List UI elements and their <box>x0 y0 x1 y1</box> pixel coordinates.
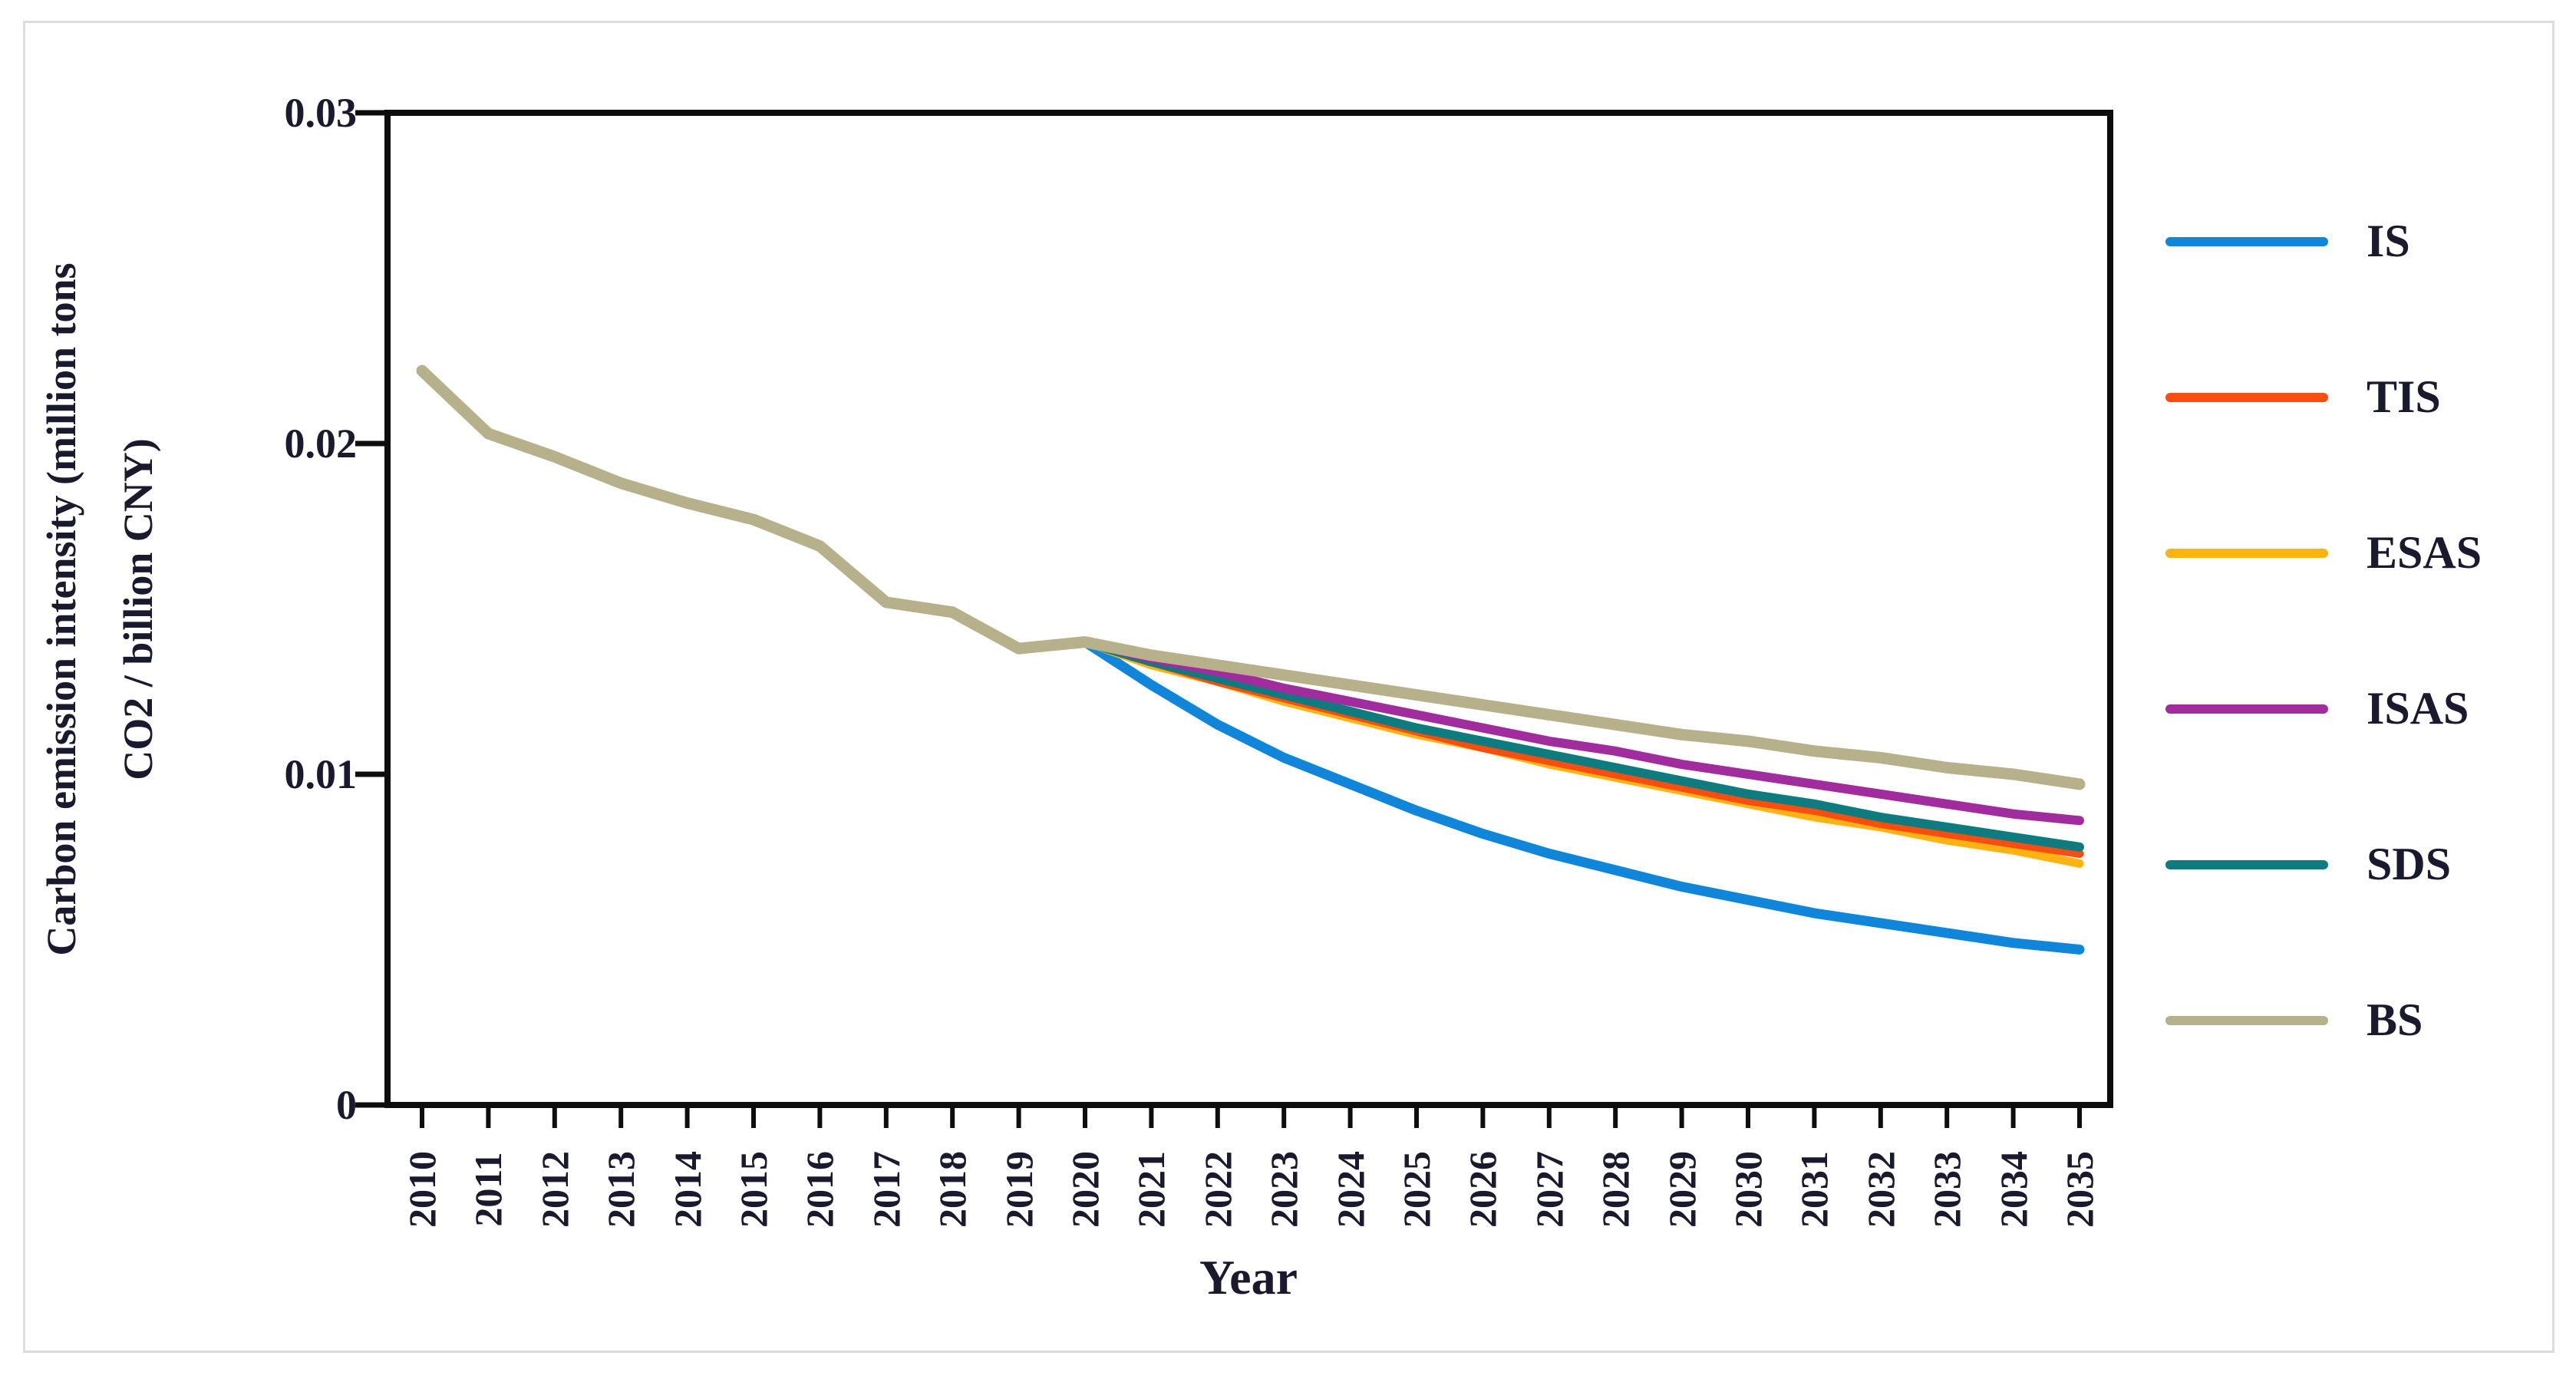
legend: IS TIS ESAS ISAS SDS BS <box>2165 163 2549 1098</box>
legend-swatch-IS <box>2165 236 2328 246</box>
x-tick-label-2013: 2013 <box>599 1151 643 1228</box>
y-axis-title-line2: CO2 / billion CNY) <box>115 437 161 780</box>
x-tick-label-2010: 2010 <box>401 1151 444 1228</box>
legend-swatch-ESAS <box>2165 548 2328 558</box>
x-tick-label-2026: 2026 <box>1461 1151 1505 1228</box>
x-tick-label-2022: 2022 <box>1196 1151 1239 1228</box>
legend-label-BS: BS <box>2367 994 2423 1045</box>
legend-label-ISAS: ISAS <box>2367 683 2469 734</box>
legend-swatch-TIS <box>2165 392 2328 402</box>
x-tick-label-2033: 2033 <box>1925 1151 1969 1228</box>
x-tick-label-2020: 2020 <box>1064 1151 1107 1228</box>
legend-label-ESAS: ESAS <box>2367 527 2482 578</box>
x-tick-label-2016: 2016 <box>798 1151 842 1228</box>
x-tick-label-2030: 2030 <box>1727 1151 1770 1228</box>
legend-swatch-SDS <box>2165 859 2328 869</box>
series-line-BS <box>416 364 2086 790</box>
x-tick-label-2018: 2018 <box>931 1151 975 1228</box>
x-tick-label-2024: 2024 <box>1328 1151 1372 1228</box>
series-line-SDS <box>1080 637 2084 852</box>
x-tick-label-2027: 2027 <box>1527 1151 1571 1228</box>
legend-item-ISAS: ISAS <box>2165 631 2549 787</box>
y-axis-title-line1: Carbon emission intensity (million tons <box>38 262 84 956</box>
legend-label-TIS: TIS <box>2367 371 2441 422</box>
series-line-IS <box>1080 637 2085 955</box>
x-tick-label-2014: 2014 <box>665 1151 709 1228</box>
x-tick-label-2015: 2015 <box>732 1151 775 1228</box>
x-tick-label-2034: 2034 <box>1991 1151 2035 1228</box>
legend-item-ESAS: ESAS <box>2165 475 2549 631</box>
legend-item-SDS: SDS <box>2165 787 2549 942</box>
x-axis-title: Year <box>1199 1250 1298 1304</box>
x-tick-label-2021: 2021 <box>1130 1151 1173 1228</box>
x-tick-label-2019: 2019 <box>997 1151 1041 1228</box>
legend-label-SDS: SDS <box>2367 839 2452 889</box>
legend-swatch-BS <box>2165 1015 2328 1025</box>
y-axis-title: Carbon emission intensity (million tons … <box>23 113 184 1105</box>
x-tick-label-2028: 2028 <box>1594 1151 1638 1228</box>
legend-item-IS: IS <box>2165 163 2549 319</box>
legend-item-TIS: TIS <box>2165 319 2549 475</box>
x-tick-label-2029: 2029 <box>1660 1151 1704 1228</box>
series-line-ISAS <box>1080 637 2084 826</box>
y-tick-label-0.02: 0.02 <box>284 421 358 467</box>
x-tick-label-2032: 2032 <box>1859 1151 1902 1228</box>
y-tick-label-0.03: 0.03 <box>284 90 358 136</box>
legend-swatch-ISAS <box>2165 704 2328 714</box>
x-tick-label-2025: 2025 <box>1395 1151 1438 1228</box>
axis-box <box>384 110 2113 1108</box>
y-tick-label-0.01: 0.01 <box>284 751 358 797</box>
x-tick-label-2017: 2017 <box>864 1151 908 1228</box>
legend-label-IS: IS <box>2367 216 2410 266</box>
x-tick-label-2012: 2012 <box>533 1151 576 1228</box>
x-tick-label-2035: 2035 <box>2058 1151 2101 1228</box>
legend-item-BS: BS <box>2165 942 2549 1098</box>
y-tick-label-0: 0 <box>336 1082 357 1128</box>
x-tick-label-2031: 2031 <box>1793 1151 1836 1228</box>
x-tick-label-2011: 2011 <box>467 1152 510 1227</box>
x-tick-label-2023: 2023 <box>1262 1151 1306 1228</box>
